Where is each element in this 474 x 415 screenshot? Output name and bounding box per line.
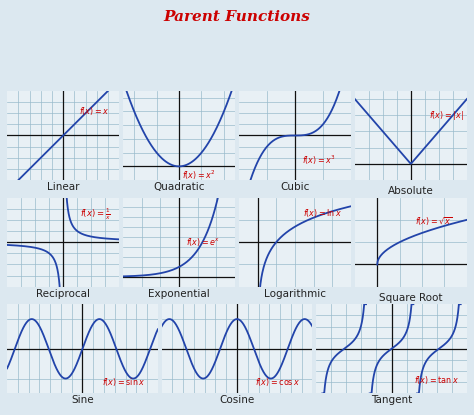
Text: $f(x)=\tan x$: $f(x)=\tan x$ xyxy=(414,374,459,386)
Text: Square Root: Square Root xyxy=(379,293,443,303)
Text: $f(x)=|x|$: $f(x)=|x|$ xyxy=(428,109,463,122)
Text: Cubic: Cubic xyxy=(280,182,310,192)
Text: $f(x)=\sin x$: $f(x)=\sin x$ xyxy=(102,376,145,388)
Text: Absolute: Absolute xyxy=(388,186,434,196)
Text: $f(x)=\sqrt{x}$: $f(x)=\sqrt{x}$ xyxy=(415,216,452,228)
Text: $f(x)=x$: $f(x)=x$ xyxy=(79,105,110,117)
Text: $f(x)=x^3$: $f(x)=x^3$ xyxy=(302,153,336,167)
Text: Logarithmic: Logarithmic xyxy=(264,289,326,299)
Text: Tangent: Tangent xyxy=(371,395,412,405)
Text: $f(x)=\cos x$: $f(x)=\cos x$ xyxy=(255,376,301,388)
Text: Sine: Sine xyxy=(71,395,94,405)
Text: $f(x)=\frac{1}{x}$: $f(x)=\frac{1}{x}$ xyxy=(80,207,111,222)
Text: Reciprocal: Reciprocal xyxy=(36,289,90,299)
Text: Quadratic: Quadratic xyxy=(153,182,205,192)
Text: Cosine: Cosine xyxy=(219,395,255,405)
Text: Parent Functions: Parent Functions xyxy=(164,10,310,24)
Text: $f(x)=x^2$: $f(x)=x^2$ xyxy=(182,168,216,182)
Text: $f(x)=\ln x$: $f(x)=\ln x$ xyxy=(303,207,343,219)
Text: Exponential: Exponential xyxy=(148,289,210,299)
Text: $f(x)=e^x$: $f(x)=e^x$ xyxy=(186,236,220,248)
Text: Linear: Linear xyxy=(47,182,80,192)
